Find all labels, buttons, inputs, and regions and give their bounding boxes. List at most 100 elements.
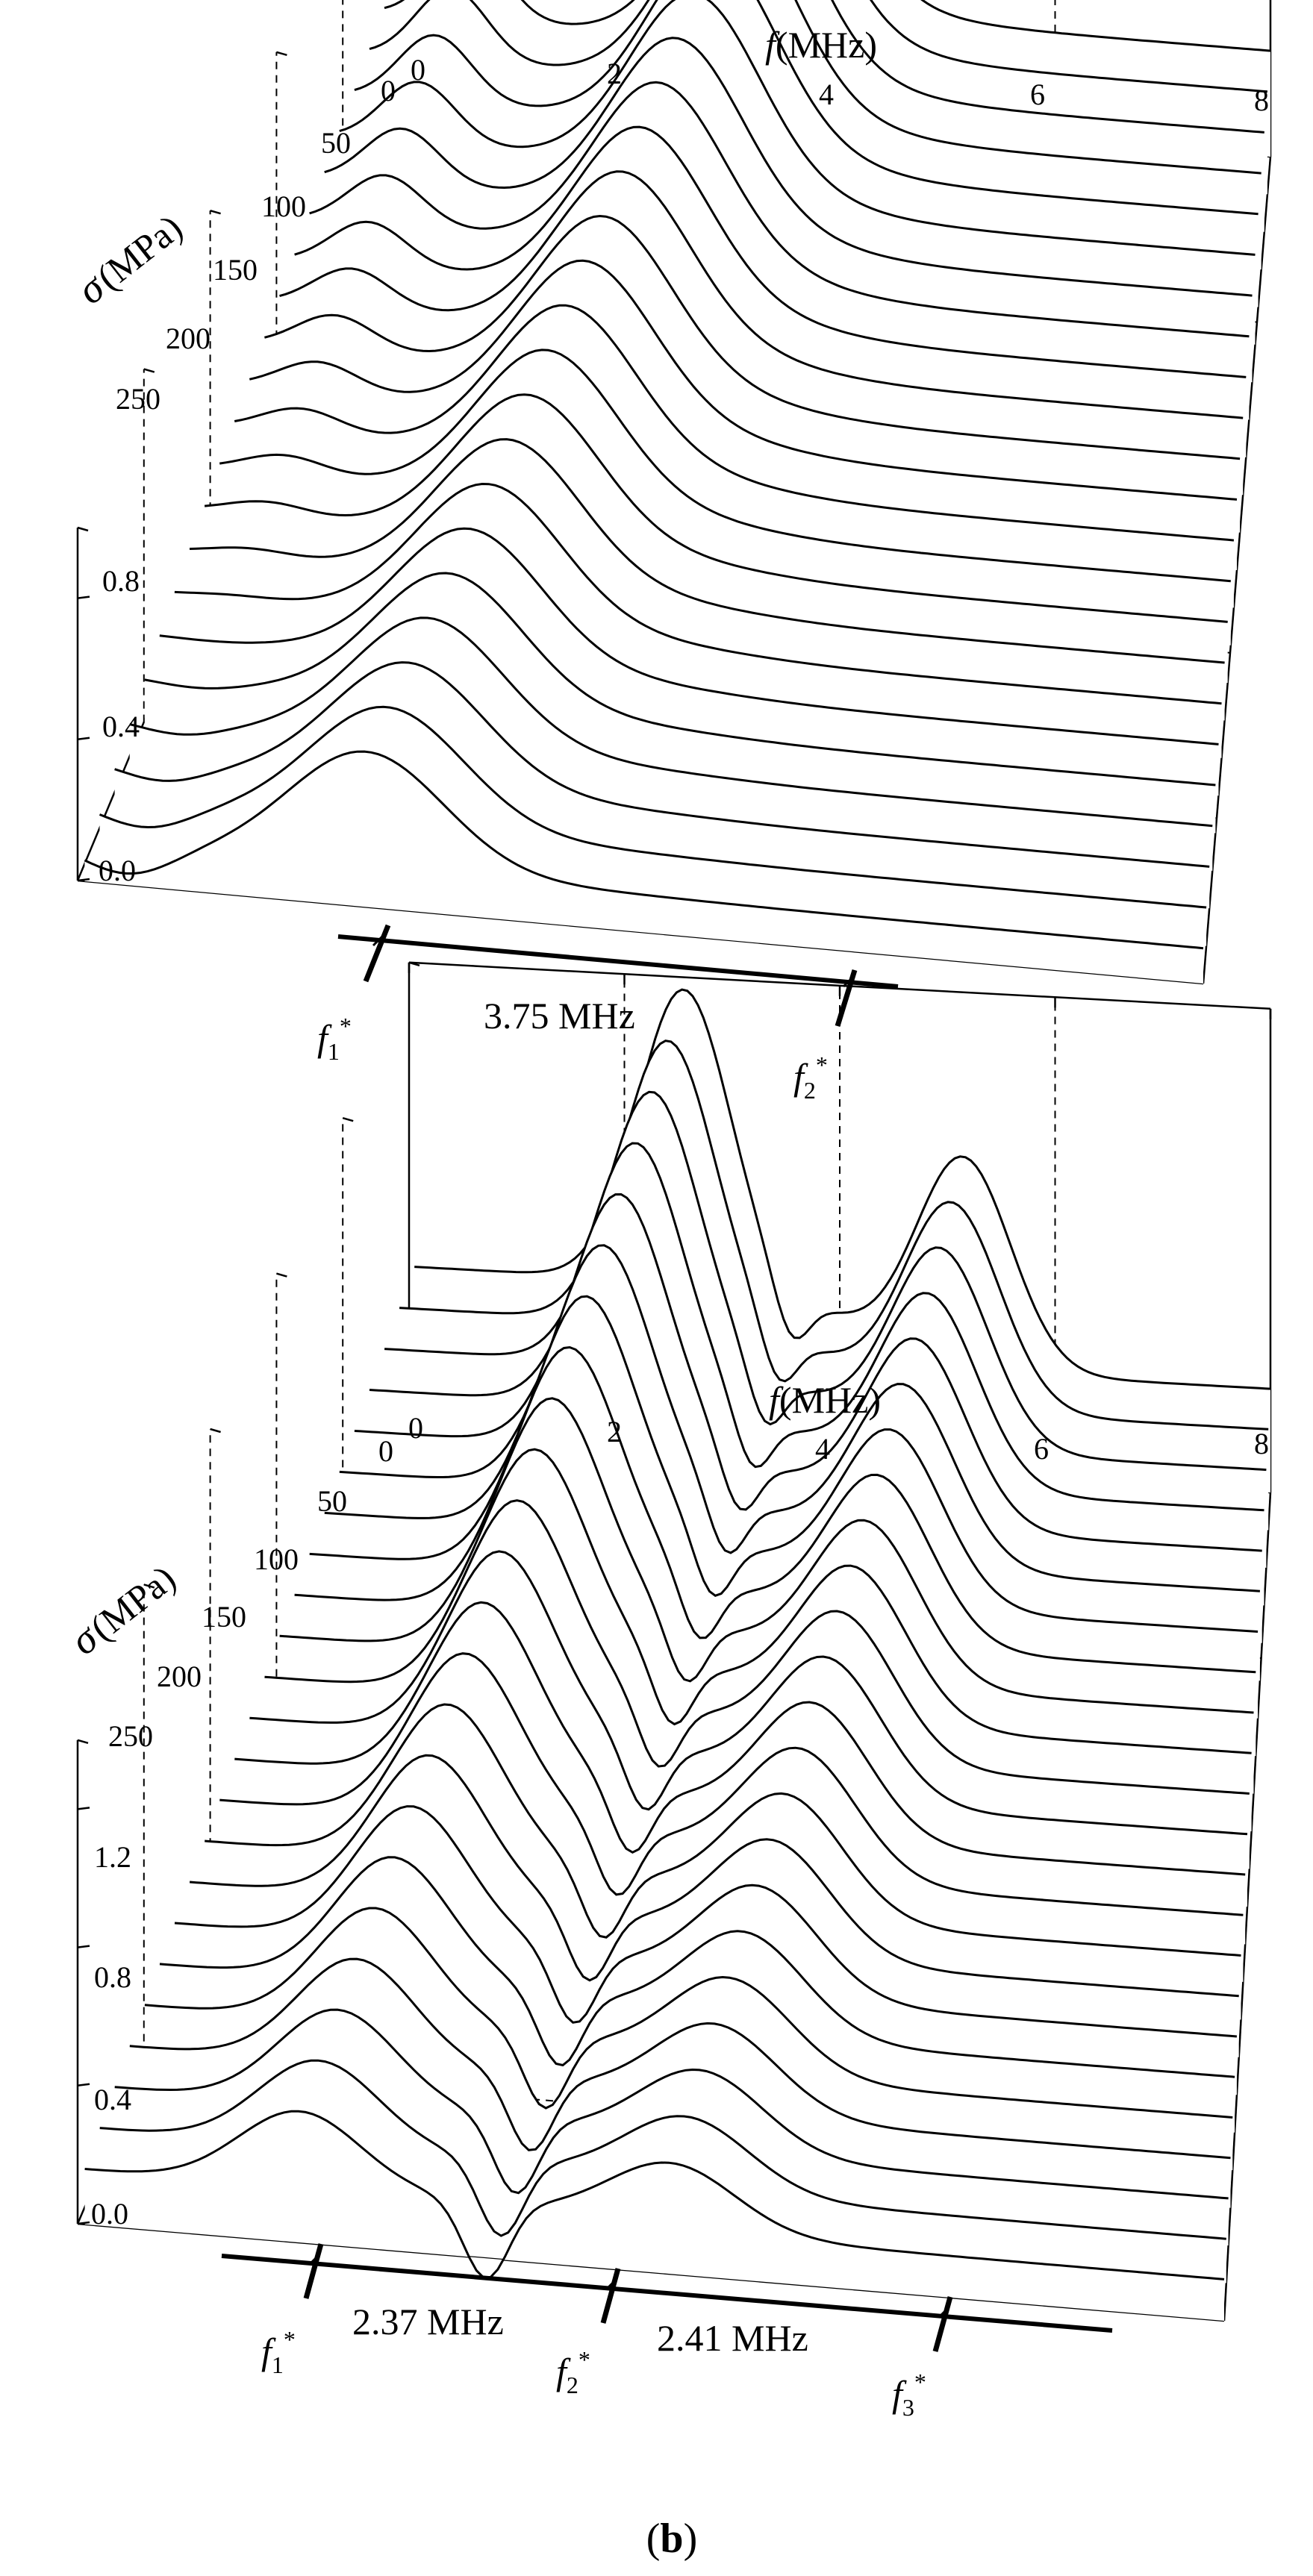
- y-tick-mark: [77, 1739, 89, 1745]
- series-line: [354, 0, 1259, 216]
- panel-a-y-tick-label: 100: [261, 190, 306, 223]
- series-line: [159, 1856, 1235, 2078]
- z-tick-mark: [77, 1945, 90, 1948]
- y-tick-mark: [408, 961, 420, 967]
- series-line: [174, 482, 1222, 705]
- panel-b-x-tick-label: 2: [607, 1415, 622, 1448]
- series-line: [99, 705, 1207, 909]
- series-occluder: [84, 2111, 1225, 2321]
- panel-a-bandgap-marker: [363, 924, 391, 983]
- panel-b-x-axis-title: f(MHz): [769, 1379, 881, 1421]
- panel-a-y-tick-label: 50: [321, 126, 351, 160]
- series-line: [369, 0, 1261, 175]
- series-line: [384, 0, 1264, 134]
- panel-b-bandgap-marker: [303, 2243, 324, 2299]
- panel-a-y-tick-label: 0: [381, 74, 396, 107]
- panel-a-marker-label-f1: f1*: [317, 1013, 352, 1065]
- panel-b: 0 2 4 6 8 f(MHz) 0 50 100 150 200 250 σ(…: [62, 961, 1272, 2562]
- series-line: [399, 1040, 1269, 1431]
- panel-a-marker-label-f2: f2*: [793, 1051, 828, 1104]
- y-tick-mark: [276, 1272, 287, 1278]
- y-tick-mark: [210, 209, 221, 215]
- series-line: [324, 37, 1253, 297]
- y-tick-mark: [342, 1116, 354, 1122]
- y-tick-mark: [77, 526, 89, 532]
- series-line: [249, 259, 1238, 501]
- panel-b-bandwidth-label: 2.41 MHz: [657, 2317, 808, 2359]
- series-line: [159, 527, 1219, 745]
- series-line: [279, 170, 1244, 419]
- series-line: [174, 1805, 1238, 2038]
- panel-a-y-tick-label: 250: [116, 382, 160, 416]
- panel-a: 0 2 4 6 8 f(MHz) 0 50 100 150 200 250 σ(…: [69, 0, 1272, 1207]
- series-line: [204, 393, 1228, 623]
- panel-a-y-axis-title: σ(MPa): [69, 204, 191, 313]
- series-line: [294, 1397, 1254, 1714]
- series-line: [189, 1754, 1239, 1998]
- panel-a-y-tick-label: 200: [166, 322, 210, 355]
- panel-b-y-tick-label: 150: [202, 1600, 246, 1634]
- series-line: [294, 125, 1247, 378]
- panel-b-x-tick-label: 4: [815, 1432, 830, 1466]
- panel-b-z-tick-label: 0.8: [94, 1960, 131, 1994]
- series-line: [189, 438, 1225, 664]
- z-tick-mark: [77, 878, 90, 882]
- series-line: [234, 304, 1235, 542]
- z-tick-mark: [77, 1807, 90, 1810]
- panel-b-marker-label-f1: f1*: [261, 2326, 296, 2378]
- series-occluder: [84, 751, 1203, 984]
- series-line: [309, 81, 1250, 338]
- series-line: [234, 1601, 1246, 1876]
- panel-a-bandgap-bar: [337, 934, 899, 989]
- series-line: [339, 0, 1256, 256]
- panel-b-curves: [84, 988, 1271, 2321]
- z-tick-mark: [77, 737, 90, 741]
- panel-b-marker-label-f3: f3*: [892, 2369, 926, 2421]
- series-line: [114, 2008, 1229, 2200]
- panel-b-z-tick-label: 0.4: [94, 2083, 131, 2116]
- series-line: [219, 348, 1231, 583]
- series-line: [205, 1703, 1241, 1957]
- z-tick-mark: [77, 2221, 90, 2225]
- panel-a-x-axis-title: f(MHz): [765, 24, 877, 66]
- panel-b-y-tick-label: 100: [254, 1542, 299, 1576]
- panel-b-y-tick-label: 200: [157, 1660, 202, 1693]
- panel-a-x-tick-label: 2: [607, 57, 622, 90]
- axis-frame-edge: [77, 2222, 1225, 2322]
- panel-a-bandgap-marker-tick: [372, 935, 384, 947]
- series-line: [144, 572, 1216, 787]
- series-line: [324, 1295, 1259, 1633]
- series-line: [144, 1907, 1233, 2119]
- panel-b-marker-label-f2: f2*: [556, 2346, 590, 2398]
- y-tick-mark: [143, 1584, 155, 1589]
- series-line: [414, 988, 1271, 1390]
- panel-b-bandwidth-label: 2.37 MHz: [352, 2301, 504, 2342]
- series-line: [84, 2110, 1225, 2280]
- series-line: [339, 1244, 1260, 1592]
- series-line: [84, 750, 1204, 950]
- panel-a-z-tick-label: 0.4: [102, 710, 140, 743]
- panel-a-tick-marks: [77, 51, 287, 882]
- panel-b-bandgap-marker-tick: [938, 2307, 949, 2319]
- panel-b-y-tick-label: 50: [317, 1484, 347, 1518]
- series-line: [99, 2059, 1226, 2240]
- panel-a-x-tick-label: 8: [1254, 84, 1269, 117]
- series-line: [114, 661, 1210, 868]
- panel-b-bandgap-marker-tick: [308, 2254, 320, 2266]
- panel-b-bandgap-bar: [221, 2254, 1113, 2333]
- panel-a-z-tick-label: 0.8: [102, 564, 140, 598]
- series-line: [264, 214, 1241, 460]
- panel-b-bandgap-marker: [932, 2296, 953, 2352]
- panel-b-y-tick-label: 250: [108, 1719, 153, 1753]
- series-line: [920, 0, 1271, 52]
- series-line: [309, 1345, 1256, 1674]
- panel-b-caption: (b): [646, 2516, 697, 2562]
- panel-b-x-tick-label: 6: [1034, 1432, 1049, 1466]
- y-tick-mark: [143, 368, 155, 373]
- z-tick-mark: [77, 595, 90, 599]
- panel-b-y-tick-label: 0: [378, 1434, 393, 1468]
- panel-b-x-tick-label: 0: [408, 1411, 423, 1445]
- panel-b-bandgap-marker-tick: [605, 2278, 617, 2290]
- series-line: [249, 1550, 1248, 1836]
